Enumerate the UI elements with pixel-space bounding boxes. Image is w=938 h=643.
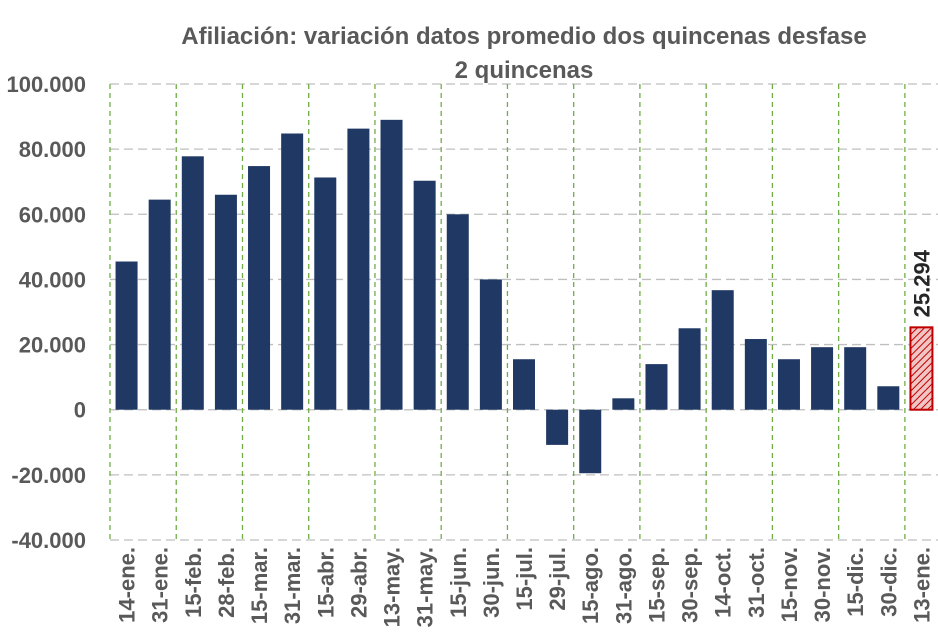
- bar: [148, 199, 171, 410]
- y-tick-label: 40.000: [19, 267, 86, 292]
- y-tick-label: -40.000: [11, 528, 86, 553]
- bar: [181, 156, 204, 410]
- x-tick-label: 30-nov.: [810, 547, 835, 622]
- bar: [645, 364, 668, 410]
- y-tick-label: 80.000: [19, 137, 86, 162]
- x-tick-label: 15-sep.: [644, 547, 669, 623]
- y-tick-label: 100.000: [6, 72, 86, 97]
- bar: [115, 261, 138, 410]
- x-tick-label: 29-jul.: [545, 547, 570, 611]
- x-tick-label: 15-feb.: [181, 547, 206, 618]
- x-tick-label: 30-sep.: [678, 547, 703, 623]
- bar: [546, 409, 569, 445]
- y-tick-label: 60.000: [19, 202, 86, 227]
- bar: [248, 166, 271, 410]
- x-tick-label: 30-dic.: [876, 547, 901, 617]
- x-tick-label: 31-mar.: [280, 547, 305, 624]
- bar: [513, 359, 535, 410]
- x-tick-label: 15-mar.: [247, 547, 272, 624]
- bar: [579, 409, 602, 474]
- x-tick-label: 30-jun.: [479, 547, 504, 618]
- x-tick-label: 29-abr.: [346, 547, 371, 618]
- x-tick-label: 13-ene.: [909, 547, 934, 623]
- x-tick-label: 15-jun.: [446, 547, 471, 618]
- y-tick-label: -20.000: [11, 463, 86, 488]
- x-tick-label: 31-oct.: [744, 547, 769, 618]
- bar: [347, 128, 370, 410]
- bar: [380, 119, 403, 410]
- bar: [479, 279, 502, 410]
- data-label: 25.294: [909, 249, 934, 317]
- x-tick-label: 15-dic.: [843, 547, 868, 617]
- x-tick-label: 14-ene.: [115, 547, 140, 623]
- bar: [877, 386, 900, 410]
- y-tick-label: 0: [74, 398, 86, 423]
- x-tick-label: 28-feb.: [214, 547, 239, 618]
- chart-title-line-2: 2 quincenas: [454, 57, 594, 84]
- x-tick-label: 15-jul.: [512, 547, 537, 611]
- bar: [678, 328, 701, 410]
- bar: [314, 177, 337, 410]
- bar: [844, 347, 867, 410]
- x-tick-label: 31-may.: [413, 547, 438, 627]
- bar-highlight: [909, 326, 934, 411]
- bar: [612, 398, 635, 410]
- x-tick-label: 13-may.: [380, 547, 405, 627]
- bar: [811, 347, 834, 410]
- bar: [446, 214, 469, 410]
- x-tick-label: 15-nov.: [777, 547, 802, 622]
- bar: [711, 290, 734, 410]
- bar: [413, 180, 436, 410]
- x-tick-label: 31-ene.: [148, 547, 173, 623]
- x-tick-label: 15-abr.: [313, 547, 338, 618]
- bar: [777, 359, 800, 410]
- bar: [744, 339, 767, 410]
- chart-title-line-1: Afiliación: variación datos promedio dos…: [181, 23, 867, 50]
- x-tick-label: 15-ago.: [578, 547, 603, 624]
- y-tick-label: 20.000: [19, 333, 86, 358]
- x-tick-label: 14-oct.: [711, 547, 736, 618]
- bar: [214, 194, 237, 410]
- bar: [281, 133, 304, 410]
- x-tick-label: 31-ago.: [611, 547, 636, 624]
